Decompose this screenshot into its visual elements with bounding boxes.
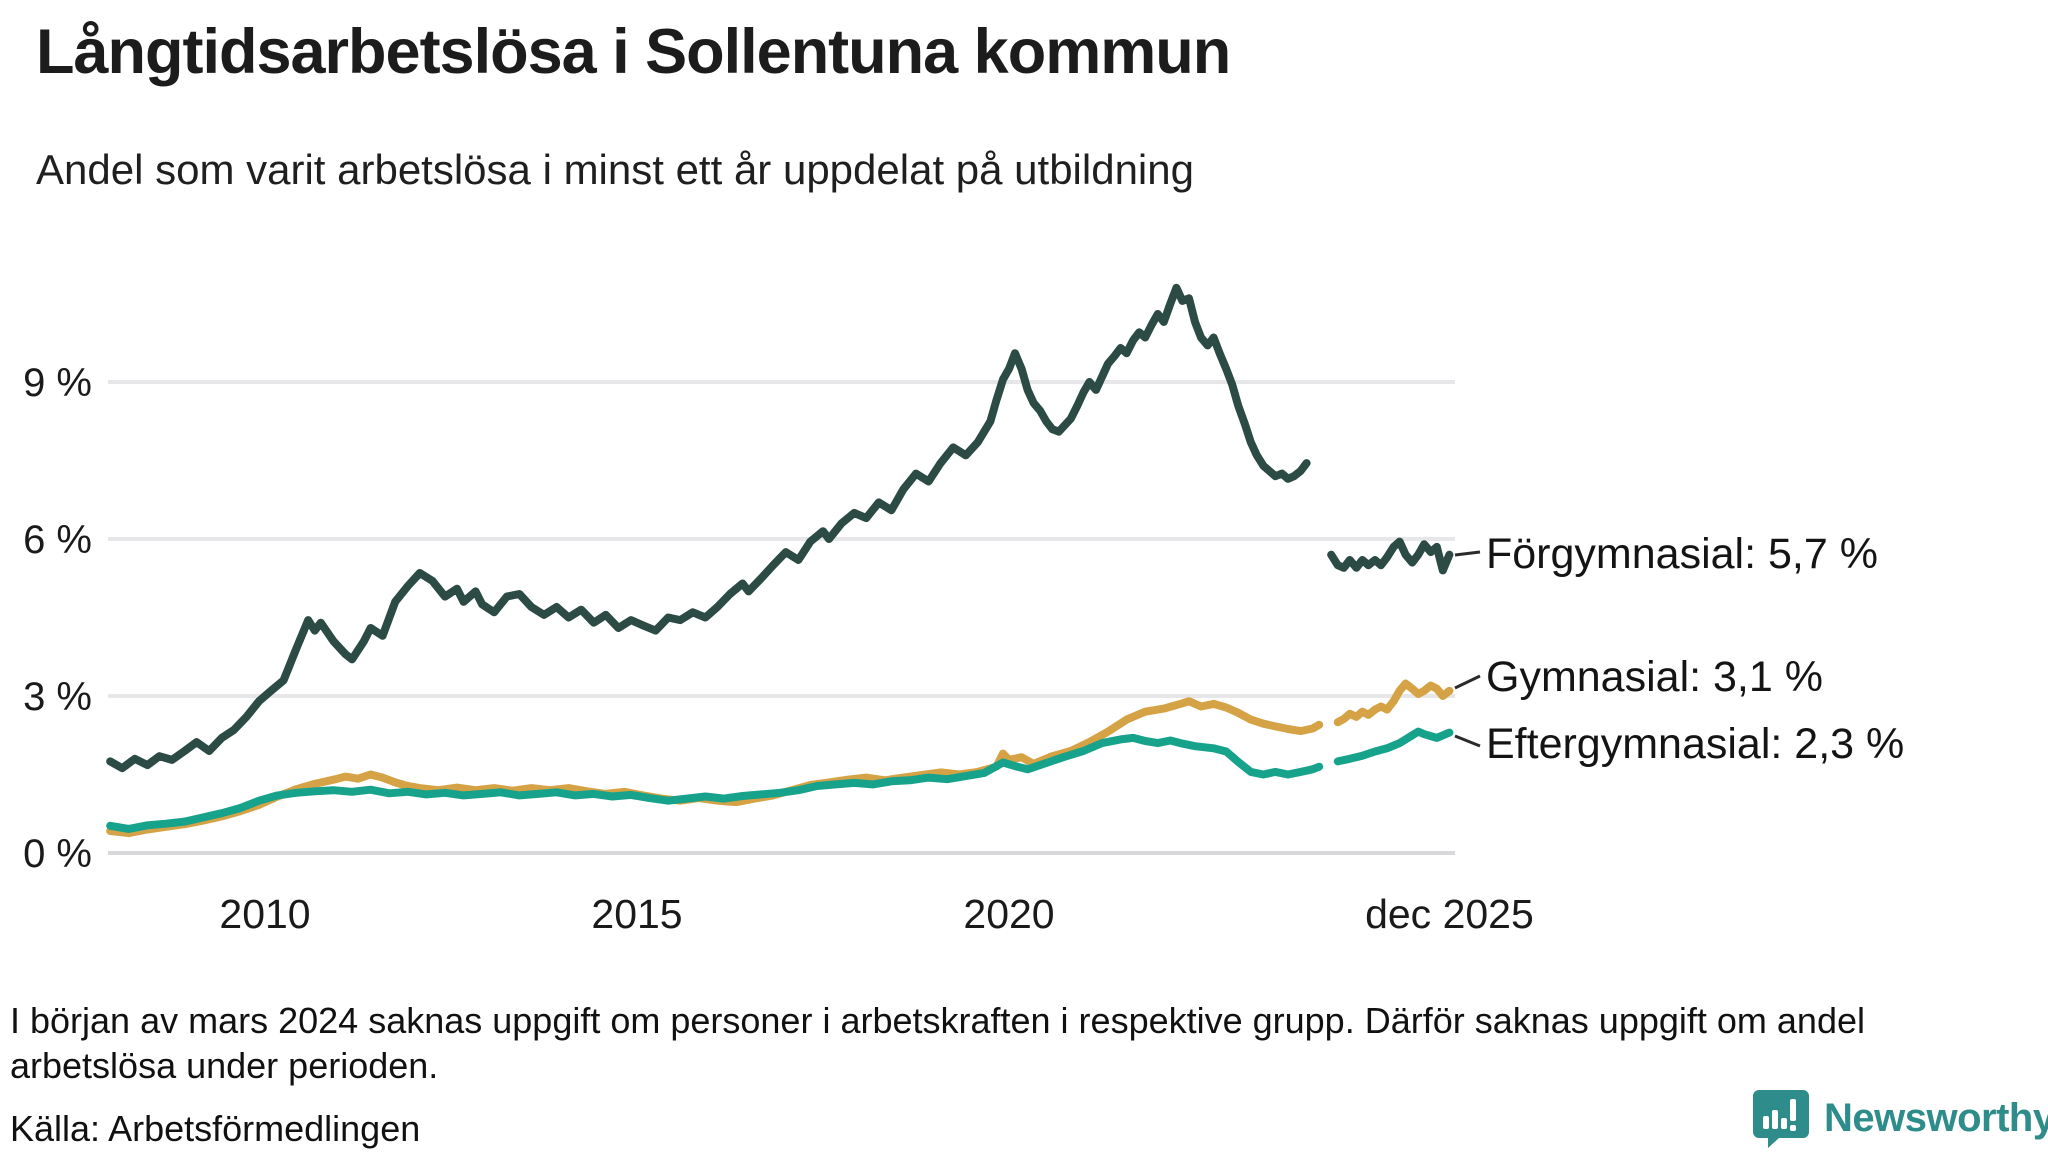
series-lines bbox=[106, 283, 1454, 838]
x-axis-labels: 2010 2015 2020 dec 2025 bbox=[219, 891, 1533, 937]
newsworthy-logo: Newsworthy bbox=[1752, 1088, 2048, 1148]
line-chart: 0 % 3 % 6 % 9 % 2010 2015 2020 dec 2025 bbox=[23, 283, 1534, 937]
series-line-förgymnasial-seg0 bbox=[106, 283, 1311, 773]
y-axis-labels: 0 % 3 % 6 % 9 % bbox=[23, 361, 92, 876]
label-connector-gymnasial bbox=[1454, 674, 1481, 690]
series-end-label-eftergymnasial: Eftergymnasial: 2,3 % bbox=[1486, 720, 1905, 768]
y-tick-label: 0 % bbox=[23, 832, 92, 876]
x-tick-label: dec 2025 bbox=[1365, 891, 1534, 937]
series-line-gymnasial-seg0 bbox=[106, 697, 1324, 838]
series-end-label-gymnasial: Gymnasial: 3,1 % bbox=[1486, 653, 1823, 701]
newsworthy-bubble-chart-icon bbox=[1753, 1090, 1809, 1148]
label-connectors bbox=[1454, 550, 1481, 748]
page-subtitle: Andel som varit arbetslösa i minst ett å… bbox=[36, 146, 1194, 193]
y-tick-label: 6 % bbox=[23, 518, 92, 562]
source-label: Källa: Arbetsförmedlingen bbox=[10, 1108, 421, 1149]
footnote: I början av mars 2024 saknas uppgift om … bbox=[10, 1000, 1865, 1086]
y-tick-label: 3 % bbox=[23, 675, 92, 719]
series-line-eftergymnasial-seg1 bbox=[1333, 727, 1454, 766]
label-connector-eftergymnasial bbox=[1454, 734, 1481, 748]
x-tick-label: 2020 bbox=[963, 891, 1054, 937]
series-line-eftergymnasial-seg0 bbox=[106, 733, 1324, 833]
series-line-gymnasial-seg1 bbox=[1333, 679, 1454, 727]
page-title: Långtidsarbetslösa i Sollentuna kommun bbox=[36, 17, 1231, 87]
x-tick-label: 2010 bbox=[219, 891, 310, 937]
series-end-label-forgymnasial: Förgymnasial: 5,7 % bbox=[1486, 530, 1878, 578]
y-tick-label: 9 % bbox=[23, 361, 92, 405]
series-line-förgymnasial-seg1 bbox=[1327, 537, 1454, 575]
newsworthy-wordmark: Newsworthy bbox=[1824, 1095, 2048, 1140]
x-tick-label: 2015 bbox=[591, 891, 682, 937]
label-connector-forgymnasial bbox=[1454, 550, 1481, 557]
